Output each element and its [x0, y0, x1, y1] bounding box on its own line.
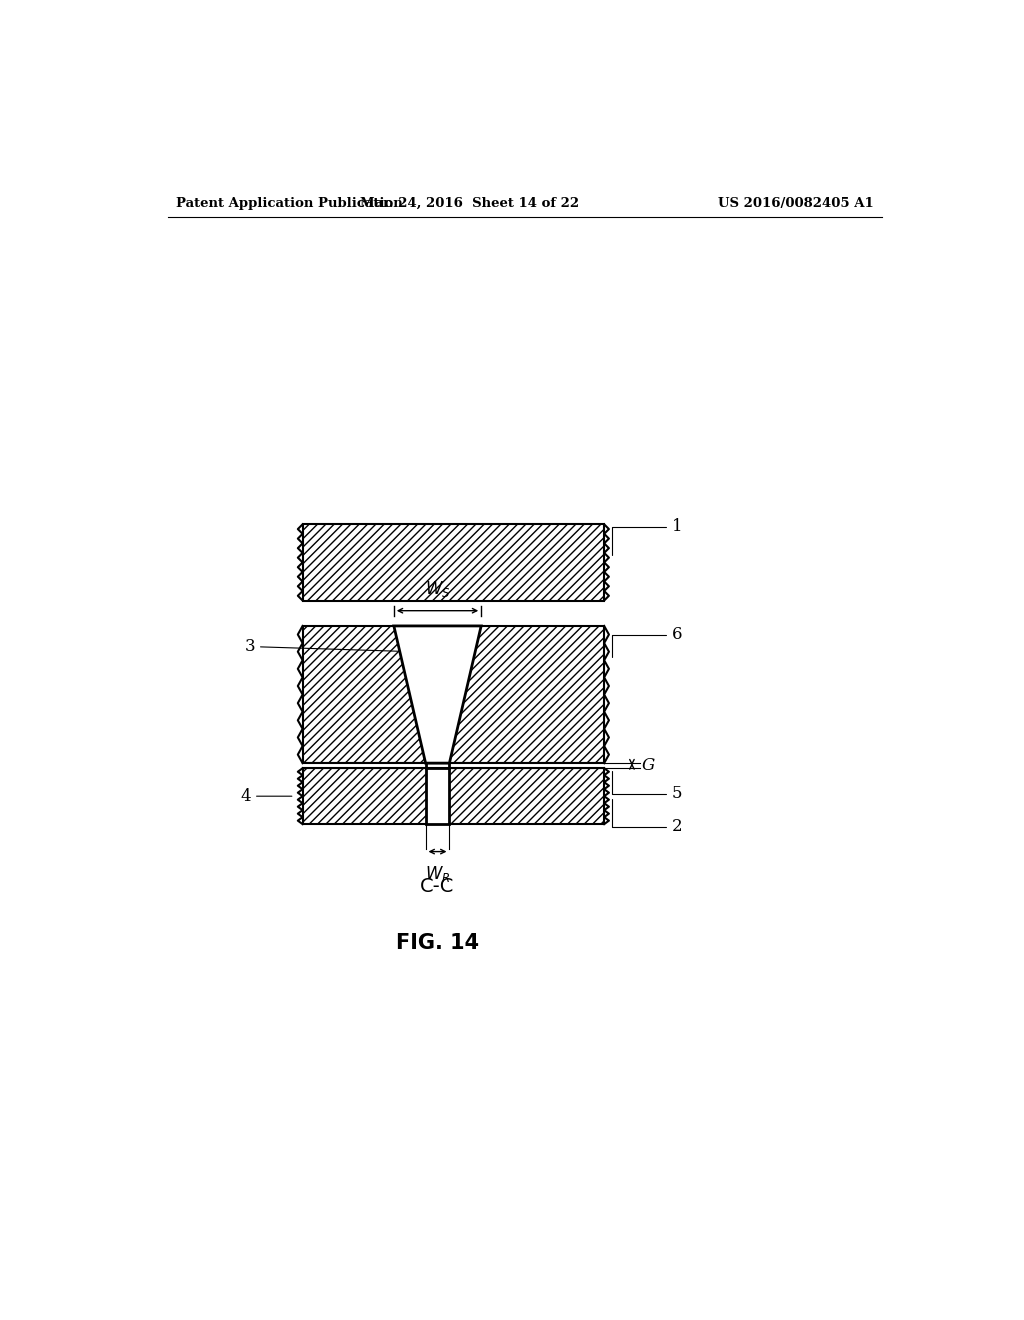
- Text: 3: 3: [245, 638, 399, 655]
- Text: C-C: C-C: [420, 876, 455, 896]
- Polygon shape: [394, 626, 481, 763]
- Text: 6: 6: [612, 626, 682, 657]
- Text: FIG. 14: FIG. 14: [396, 933, 479, 953]
- Text: US 2016/0082405 A1: US 2016/0082405 A1: [718, 197, 873, 210]
- Text: G: G: [641, 758, 654, 775]
- Bar: [303, 763, 604, 768]
- Text: Mar. 24, 2016  Sheet 14 of 22: Mar. 24, 2016 Sheet 14 of 22: [359, 197, 579, 210]
- Text: 5: 5: [612, 771, 682, 803]
- Text: $\mathit{W}_\mathit{S}$: $\mathit{W}_\mathit{S}$: [425, 578, 451, 598]
- Bar: [303, 524, 604, 601]
- Text: 4: 4: [241, 788, 292, 805]
- Text: $\mathit{W}_\mathit{R}$: $\mathit{W}_\mathit{R}$: [425, 863, 451, 884]
- Bar: [426, 768, 450, 824]
- Bar: [303, 768, 604, 824]
- Bar: [303, 626, 604, 763]
- Text: 1: 1: [612, 519, 682, 554]
- Text: 2: 2: [612, 799, 682, 836]
- Text: Patent Application Publication: Patent Application Publication: [176, 197, 402, 210]
